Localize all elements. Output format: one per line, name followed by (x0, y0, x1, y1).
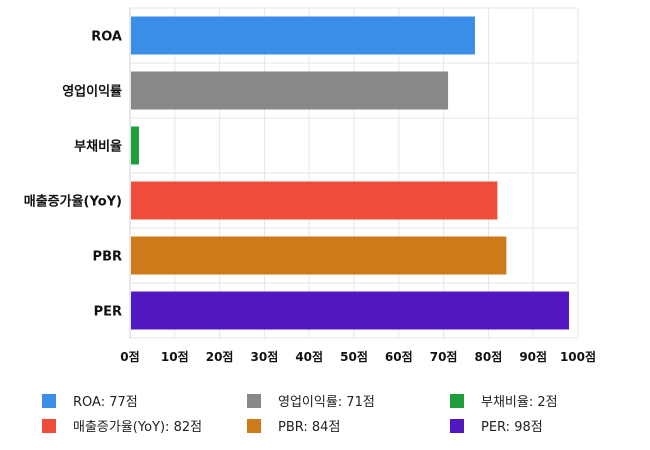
category-label: 부채비율 (74, 139, 122, 155)
x-tick-label: 30점 (251, 349, 279, 364)
category-label: PBR (93, 250, 122, 265)
x-tick-label: 90점 (519, 349, 547, 364)
legend-label: ROA: 77점 (73, 395, 138, 410)
category-label: 매출증가율(YoY) (24, 194, 122, 210)
bars (131, 16, 570, 330)
x-tick-labels: 0점 10점 20점 30점 40점 50점 60점 70점 80점 90점 100점 (120, 349, 596, 364)
legend-swatch (450, 419, 464, 433)
bar-2 (131, 71, 449, 110)
x-tick-label: 100점 (560, 349, 596, 364)
category-label: 영업이익률 (62, 84, 122, 100)
bar-4 (131, 181, 498, 220)
bar-6 (131, 291, 570, 330)
legend-label: PER: 98점 (481, 420, 543, 435)
bar-3 (131, 126, 139, 165)
legend-swatch (42, 419, 56, 433)
legend-label: 영업이익률: 71점 (278, 395, 375, 410)
legend-label: PBR: 84점 (278, 420, 340, 435)
x-tick-label: 70점 (430, 349, 458, 364)
category-label: PER (94, 305, 122, 320)
x-tick-label: 0점 (120, 349, 139, 364)
grid (129, 7, 579, 339)
x-tick-label: 60점 (385, 349, 413, 364)
x-tick-label: 50점 (340, 349, 368, 364)
legend-swatch (42, 394, 56, 408)
legend-label: 매출증가율(YoY): 82점 (73, 420, 202, 435)
bar-1 (131, 16, 475, 55)
legend-label: 부채비율: 2점 (481, 395, 558, 410)
x-tick-label: 10점 (161, 349, 189, 364)
category-label: ROA (91, 30, 122, 45)
legend-swatch (450, 394, 464, 408)
bar-5 (131, 236, 507, 275)
legend-swatch (247, 419, 261, 433)
x-tick-label: 20점 (206, 349, 234, 364)
x-tick-label: 80점 (475, 349, 503, 364)
x-tick-label: 40점 (295, 349, 323, 364)
legend-swatch (247, 394, 261, 408)
